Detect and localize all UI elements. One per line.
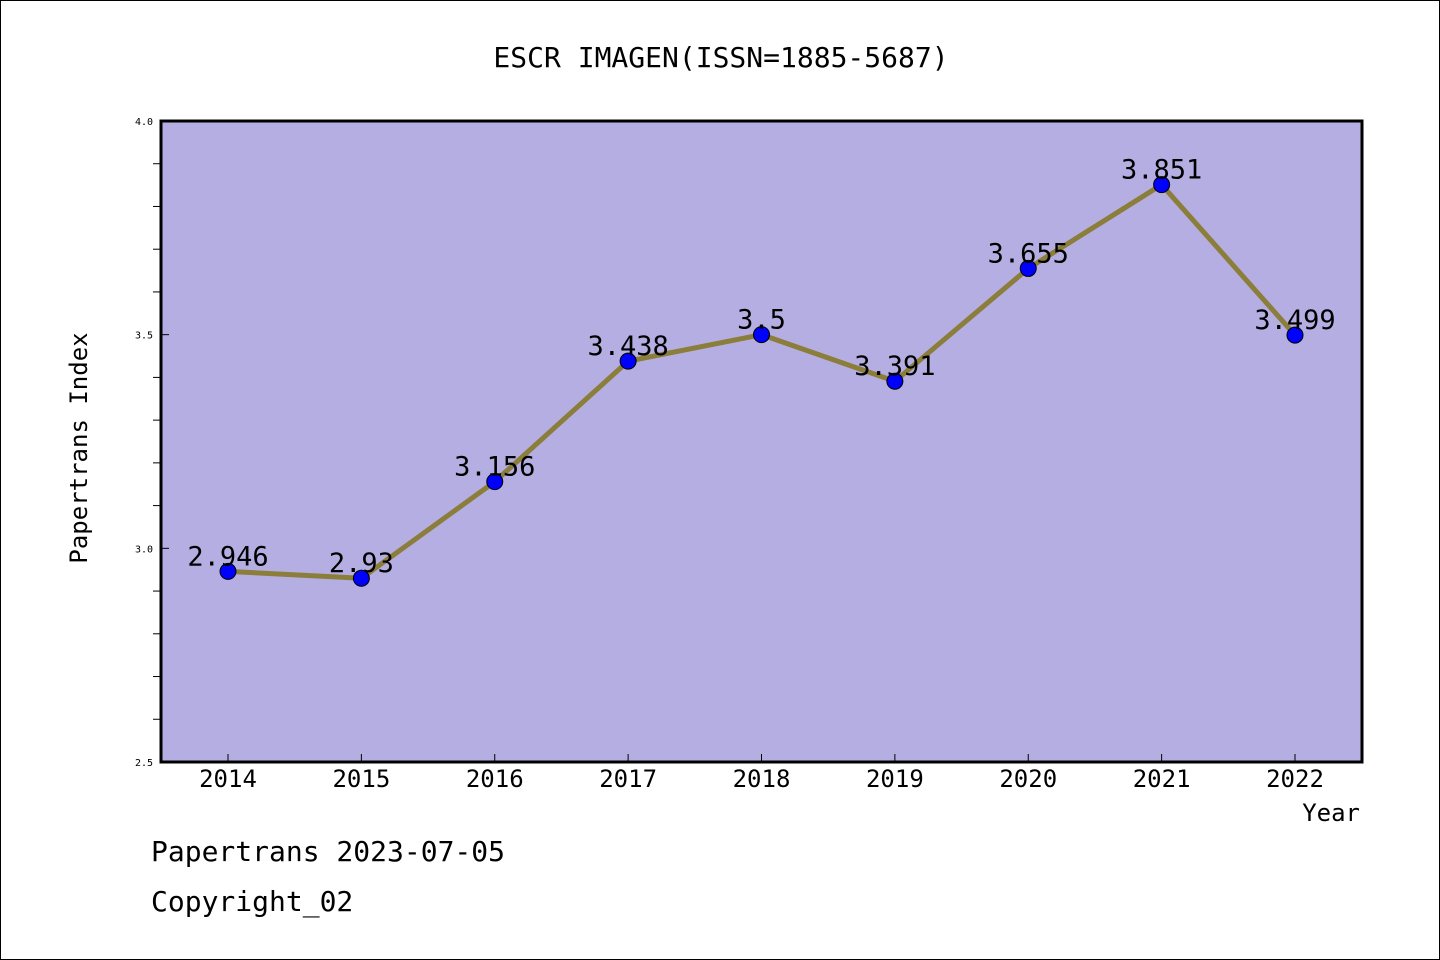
x-tick-label: 2020 (999, 765, 1057, 793)
data-point (753, 326, 770, 344)
y-axis-label: Papertrans Index (65, 332, 93, 563)
data-label: 3.391 (854, 351, 935, 382)
data-label: 3.156 (454, 452, 535, 483)
y-tick-label: 3.5 (135, 331, 153, 342)
chart-title: ESCR IMAGEN(ISSN=1885-5687) (493, 41, 948, 74)
x-tick-label: 2022 (1266, 765, 1324, 793)
x-axis-label: Year (1302, 799, 1360, 827)
x-tick-label: 2018 (733, 765, 791, 793)
data-labels-layer: 2.946 2.93 3.156 3.438 3.5 3.391 3.655 3.851 3.4… (187, 155, 1335, 580)
series-layer (219, 176, 1304, 587)
data-label: 2.93 (329, 548, 394, 579)
x-tick-label: 2015 (332, 765, 390, 793)
data-label: 3.438 (587, 331, 668, 362)
data-point (619, 352, 637, 370)
x-tick-label: 2014 (199, 765, 257, 793)
x-axis-ticks: 2014 2015 2016 2017 2018 2019 2020 2021 2022 (199, 754, 1324, 793)
x-tick-label: 2021 (1133, 765, 1191, 793)
y-tick-label: 3.0 (135, 544, 153, 555)
data-point (1286, 326, 1304, 344)
data-point (886, 372, 904, 390)
data-point (1153, 176, 1171, 194)
data-point (219, 562, 237, 580)
data-label: 3.5 (737, 305, 786, 336)
x-tick-label: 2017 (599, 765, 657, 793)
plot-area (159, 119, 1364, 764)
y-axis-ticks: 2.5 3.0 3.5 4.0 (135, 117, 169, 769)
footer-date-line: Papertrans 2023-07-05 (151, 835, 506, 868)
data-point (352, 569, 370, 587)
y-tick-label: 2.5 (135, 758, 153, 769)
data-label: 2.946 (187, 541, 268, 572)
data-label: 3.499 (1254, 305, 1335, 336)
x-tick-label: 2016 (466, 765, 524, 793)
data-label: 3.655 (988, 238, 1069, 269)
y-tick-label: 4.0 (135, 117, 153, 128)
footer-copyright-line: Copyright_02 (151, 885, 354, 918)
x-tick-label: 2019 (866, 765, 924, 793)
data-label: 3.851 (1121, 155, 1202, 186)
data-point (486, 473, 504, 491)
data-point (1019, 259, 1037, 277)
